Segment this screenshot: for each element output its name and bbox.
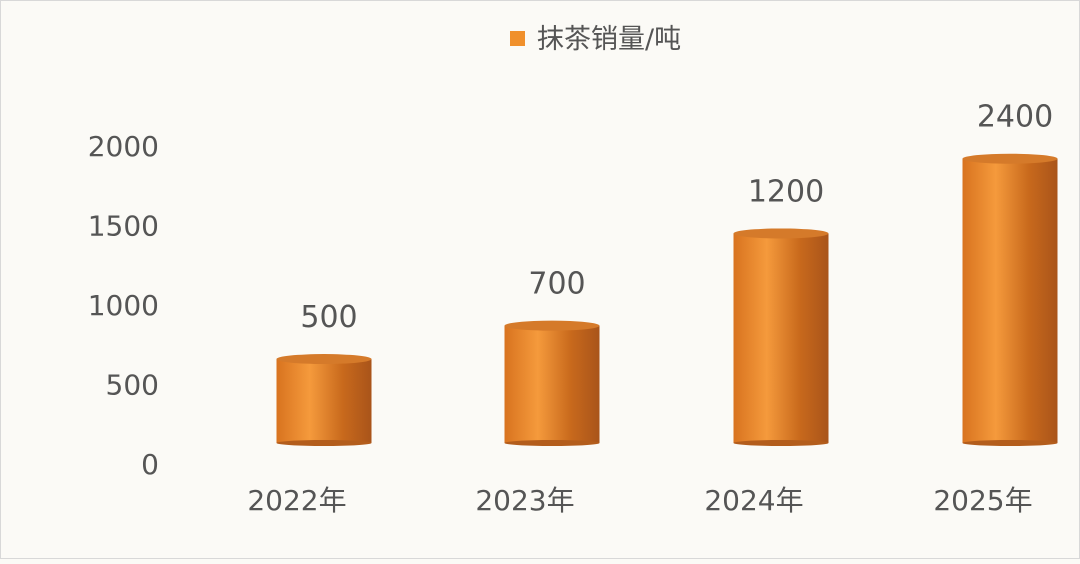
bar-bottom [504, 440, 600, 446]
bar-top [276, 354, 372, 365]
y-tick-label: 0 [141, 448, 159, 481]
data-label: 2400 [977, 100, 1053, 135]
x-tick-label: 2025年 [933, 484, 1032, 517]
y-tick-label: 2000 [88, 130, 159, 163]
y-tick-label: 1000 [88, 289, 159, 322]
legend: 抹茶销量/吨 [510, 24, 681, 55]
legend-label: 抹茶销量/吨 [537, 24, 681, 55]
bar-body [962, 158, 1058, 443]
bar [504, 320, 600, 446]
bar [962, 153, 1058, 446]
x-tick-label: 2023年 [475, 484, 574, 517]
y-axis: 0 500 1000 1500 2000 [88, 130, 159, 481]
bar-top [504, 320, 600, 331]
bar-body [733, 233, 829, 443]
x-axis: 2022年 2023年 2024年 2025年 [247, 484, 1032, 517]
bar-bottom [962, 440, 1058, 446]
data-label: 700 [528, 267, 585, 302]
bar-body [276, 359, 372, 443]
data-label: 1200 [748, 174, 824, 209]
bar-top [733, 228, 829, 239]
bar [276, 354, 372, 446]
legend-swatch [510, 31, 525, 46]
y-tick-label: 500 [106, 369, 159, 402]
bar-top [962, 153, 1058, 164]
bars: 500 700 1200 2400 [276, 100, 1058, 446]
x-tick-label: 2022年 [247, 484, 346, 517]
bar-body [504, 325, 600, 443]
data-label: 500 [300, 300, 357, 335]
bar [733, 228, 829, 446]
y-tick-label: 1500 [88, 210, 159, 243]
x-tick-label: 2024年 [704, 484, 803, 517]
bar-bottom [733, 440, 829, 446]
bar-bottom [276, 440, 372, 446]
